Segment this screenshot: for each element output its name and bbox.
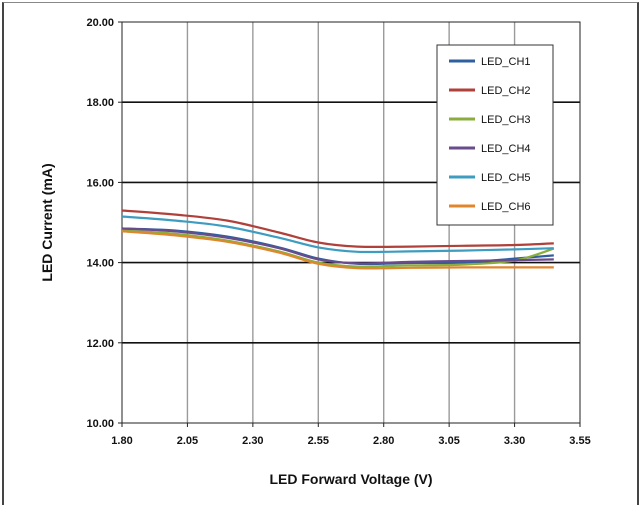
- series-line-led-ch2: [121, 209, 554, 248]
- x-axis-title: LED Forward Voltage (V): [269, 471, 432, 487]
- legend-label: LED_CH4: [481, 143, 531, 155]
- series-lines: [121, 209, 555, 270]
- y-axis-title: LED Current (mA): [39, 163, 55, 281]
- y-tick-label: 16.00: [86, 177, 114, 189]
- legend-box: [436, 44, 554, 226]
- series-line-led-ch6: [121, 230, 554, 270]
- series-line-led-ch3: [121, 229, 555, 268]
- x-tick-label: 2.05: [177, 435, 198, 447]
- y-tick-labels: 10.00 12.00 14.00 16.00 18.00 20.00: [86, 17, 114, 430]
- x-tick-label: 3.30: [504, 435, 525, 447]
- legend-label: LED_CH2: [481, 85, 531, 97]
- plot-area: [121, 21, 581, 424]
- legend-label: LED_CH1: [481, 56, 531, 68]
- y-tick-label: 20.00: [86, 17, 114, 29]
- legend: LED_CH1 LED_CH2 LED_CH3 LED_CH4 LED_CH5 LED_C…: [436, 44, 554, 226]
- x-tick-label: 2.80: [373, 435, 394, 447]
- x-tick-labels: 1.80 2.05 2.30 2.55 2.80 3.05 3.30 3.55: [111, 435, 590, 447]
- y-tick-label: 12.00: [86, 338, 114, 350]
- series-line-led-ch4: [121, 227, 554, 265]
- x-tick-label: 3.55: [569, 435, 590, 447]
- legend-label: LED_CH6: [481, 201, 531, 213]
- x-tick-label: 2.30: [242, 435, 263, 447]
- series-line-led-ch5: [121, 215, 554, 254]
- legend-label: LED_CH5: [481, 172, 531, 184]
- x-tick-label: 1.80: [111, 435, 132, 447]
- x-tick-label: 3.05: [438, 435, 459, 447]
- y-tick-label: 18.00: [86, 97, 114, 109]
- legend-label: LED_CH3: [481, 114, 531, 126]
- x-tick-label: 2.55: [308, 435, 329, 447]
- y-tick-label: 10.00: [86, 418, 114, 430]
- y-tick-label: 14.00: [86, 258, 114, 270]
